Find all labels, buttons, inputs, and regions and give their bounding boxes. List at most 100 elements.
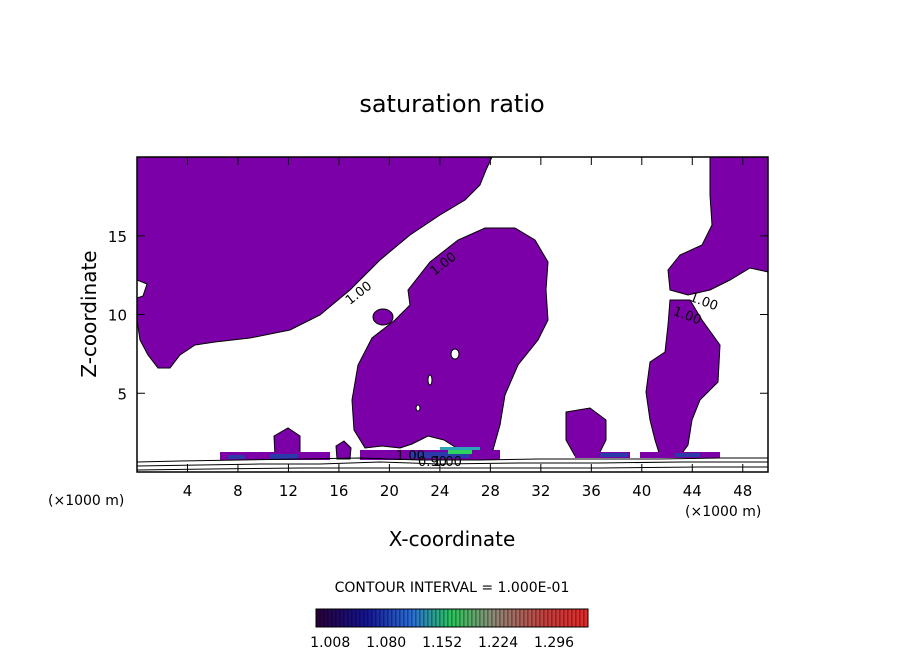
x-tick-label: 28 [481, 482, 500, 500]
colorbar-swatch [483, 608, 489, 628]
colorbar-swatch [351, 608, 357, 628]
colorbar-swatch [383, 608, 389, 628]
colorbar-swatch [527, 608, 533, 628]
colorbar-swatch [323, 608, 329, 628]
x-axis-title: X-coordinate [389, 527, 516, 551]
colorbar-swatch [543, 608, 549, 628]
surface-band-blue [228, 452, 700, 459]
colorbar-swatch [563, 608, 569, 628]
colorbar-swatch [335, 608, 341, 628]
y-axis-title: Z-coordinate [77, 250, 101, 377]
y-tick-label: 15 [108, 228, 127, 246]
colorbar-swatch [575, 608, 581, 628]
x-tick-label: 44 [683, 482, 702, 500]
x-tick-label: 16 [329, 482, 348, 500]
supersaturated-region-right [667, 157, 768, 296]
colorbar-swatch [551, 608, 557, 628]
colorbar-swatch [451, 608, 457, 628]
colorbar-swatch [427, 608, 433, 628]
x-tick-label: 24 [430, 482, 449, 500]
supersaturated-region-blob-16 [335, 440, 352, 460]
colorbar-swatch [495, 608, 501, 628]
colorbar-swatch [559, 608, 565, 628]
colorbar-swatch [519, 608, 525, 628]
colorbar-swatch [499, 608, 505, 628]
colorbar-labels: 1.008 1.080 1.152 1.224 1.296 [310, 635, 574, 651]
colorbar-swatch [515, 608, 521, 628]
y-tick-label: 5 [117, 385, 127, 403]
surface-contour-lines [137, 457, 768, 471]
contour-label: 1.00 [433, 455, 462, 470]
x-axis: 4 8 12 16 20 24 28 32 36 40 44 48 [183, 157, 752, 500]
colorbar-swatch [355, 608, 361, 628]
colorbar-swatch [571, 608, 577, 628]
colorbar-swatch [491, 608, 497, 628]
colorbar-swatch [327, 608, 333, 628]
colorbar-swatch [435, 608, 441, 628]
colorbar-swatch [359, 608, 365, 628]
chart-title: saturation ratio [359, 90, 544, 118]
colorbar-swatch [547, 608, 553, 628]
colorbar-swatch [503, 608, 509, 628]
colorbar-tick-label: 1.152 [422, 635, 462, 651]
colorbar-swatch [367, 608, 373, 628]
colorbar-swatch [315, 608, 321, 628]
x-tick-label: 36 [582, 482, 601, 500]
supersaturated-region-blob-19 [372, 308, 394, 326]
colorbar-swatch [467, 608, 473, 628]
hole-2 [427, 374, 433, 386]
colorbar-swatch [579, 608, 585, 628]
colorbar-swatch [419, 608, 425, 628]
colorbar-swatch [391, 608, 397, 628]
colorbar-swatch [523, 608, 529, 628]
supersaturated-region-right-column [645, 299, 721, 457]
contour-label: 1.00 [396, 449, 425, 464]
colorbar-tick-label: 1.224 [478, 635, 518, 651]
x-unit-label-left: (×1000 m) [48, 493, 124, 509]
colorbar-swatch [455, 608, 461, 628]
colorbar-swatch [471, 608, 477, 628]
colorbar-swatch [423, 608, 429, 628]
colorbar-swatch [343, 608, 349, 628]
colorbar-swatch [339, 608, 345, 628]
x-tick-label: 20 [380, 482, 399, 500]
colorbar-swatch [371, 608, 377, 628]
x-tick-label: 40 [632, 482, 651, 500]
colorbar-swatch [411, 608, 417, 628]
hole-lower-left [137, 279, 148, 299]
colorbar-tick-label: 1.008 [310, 635, 350, 651]
colorbar-swatch [463, 608, 469, 628]
colorbar [315, 608, 589, 628]
colorbar-swatch [439, 608, 445, 628]
colorbar-swatch [511, 608, 517, 628]
colorbar-swatch [447, 608, 453, 628]
colorbar-swatch [475, 608, 481, 628]
colorbar-swatch [403, 608, 409, 628]
colorbar-tick-label: 1.296 [534, 635, 574, 651]
contour-interval-label: CONTOUR INTERVAL = 1.000E-01 [335, 580, 570, 596]
y-tick-label: 10 [108, 307, 127, 325]
supersaturated-region-blob-13 [273, 427, 301, 457]
x-tick-label: 8 [233, 482, 243, 500]
supersaturated-region-upper-left [137, 157, 493, 369]
x-tick-label: 12 [279, 482, 298, 500]
colorbar-swatch [479, 608, 485, 628]
colorbar-swatch [379, 608, 385, 628]
hole-1 [450, 348, 460, 360]
colorbar-swatch [535, 608, 541, 628]
colorbar-swatch [407, 608, 413, 628]
colorbar-swatch [395, 608, 401, 628]
colorbar-swatch [531, 608, 537, 628]
colorbar-swatch [387, 608, 393, 628]
colorbar-swatch [539, 608, 545, 628]
colorbar-swatch [487, 608, 493, 628]
x-tick-label: 4 [183, 482, 193, 500]
colorbar-swatch [399, 608, 405, 628]
colorbar-swatch [431, 608, 437, 628]
supersaturated-region-blob-36 [565, 407, 607, 457]
colorbar-swatch [319, 608, 325, 628]
colorbar-swatch [507, 608, 513, 628]
colorbar-swatch [583, 608, 589, 628]
colorbar-swatch [459, 608, 465, 628]
colorbar-swatch [555, 608, 561, 628]
